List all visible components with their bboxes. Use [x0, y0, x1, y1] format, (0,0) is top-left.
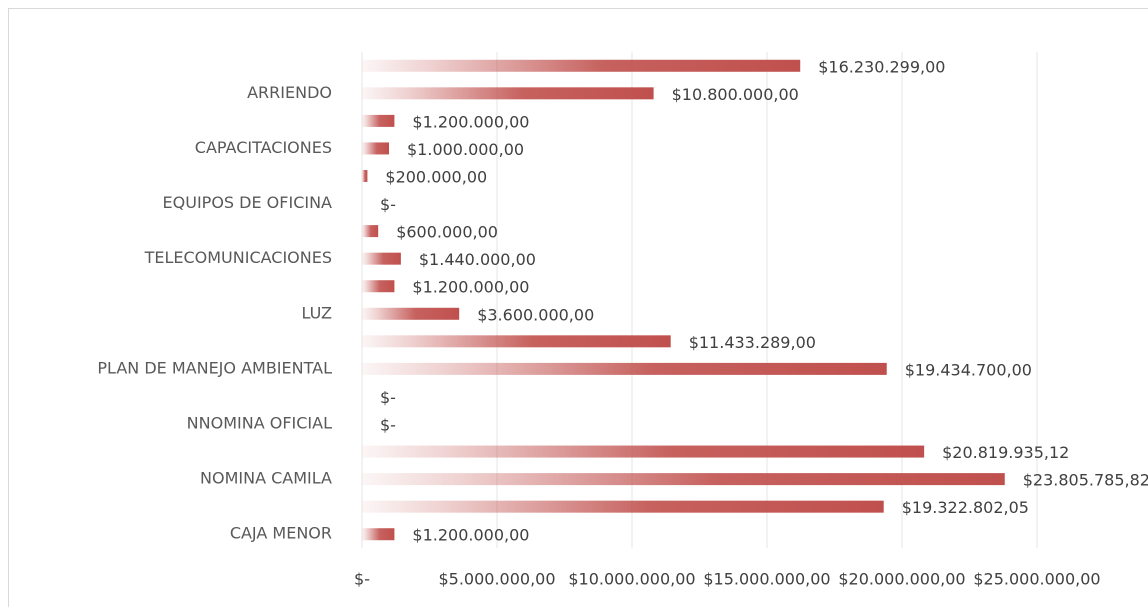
x-tick-label: $5.000.000,00	[438, 570, 555, 589]
value-label: $20.819.935,12	[942, 443, 1069, 462]
bar	[362, 362, 887, 375]
y-tick-label: CAPACITACIONES	[195, 138, 332, 157]
value-label: $19.434.700,00	[905, 360, 1032, 379]
value-label: $11.433.289,00	[689, 333, 816, 352]
bar	[362, 335, 671, 348]
bar	[362, 114, 395, 127]
value-label: $200.000,00	[385, 168, 487, 187]
bar	[362, 142, 389, 155]
bar	[362, 473, 1005, 486]
x-tick-label: $15.000.000,00	[703, 570, 830, 589]
bar	[362, 59, 801, 72]
value-label: $1.440.000,00	[419, 250, 536, 269]
value-label: $-	[380, 195, 396, 214]
value-label: $1.200.000,00	[412, 526, 529, 545]
x-tick-label: $10.000.000,00	[568, 570, 695, 589]
value-label: $1.000.000,00	[407, 140, 524, 159]
value-label: $10.800.000,00	[672, 85, 799, 104]
value-label: $600.000,00	[396, 223, 498, 242]
value-label: $23.805.785,82	[1023, 471, 1148, 490]
y-tick-label: ARRIENDO	[247, 83, 332, 102]
x-tick-label: $20.000.000,00	[838, 570, 965, 589]
value-label: $3.600.000,00	[477, 305, 594, 324]
bar	[362, 500, 884, 513]
bar	[362, 170, 368, 182]
value-label: $19.322.802,05	[902, 498, 1029, 517]
value-label: $16.230.299,00	[818, 57, 945, 76]
y-tick-label: NOMINA CAMILA	[200, 469, 332, 488]
x-tick-label: $-	[354, 570, 370, 589]
value-label: $-	[380, 416, 396, 435]
y-tick-label: CAJA MENOR	[230, 524, 332, 543]
value-label: $-	[380, 388, 396, 407]
y-tick-label: TELECOMUNICACIONES	[144, 248, 332, 267]
x-tick-label: $25.000.000,00	[973, 570, 1100, 589]
value-label: $1.200.000,00	[412, 278, 529, 297]
bar	[362, 445, 925, 458]
y-tick-label: PLAN DE MANEJO AMBIENTAL	[97, 358, 332, 377]
bar	[362, 225, 379, 238]
bar	[362, 87, 654, 100]
y-tick-label: EQUIPOS DE OFICINA	[163, 193, 333, 212]
bar	[362, 307, 460, 320]
bar	[362, 528, 395, 541]
bar	[362, 280, 395, 293]
bar	[362, 252, 401, 265]
y-tick-label: LUZ	[301, 303, 332, 322]
y-tick-label: NNOMINA OFICIAL	[187, 414, 332, 433]
value-label: $1.200.000,00	[412, 112, 529, 131]
